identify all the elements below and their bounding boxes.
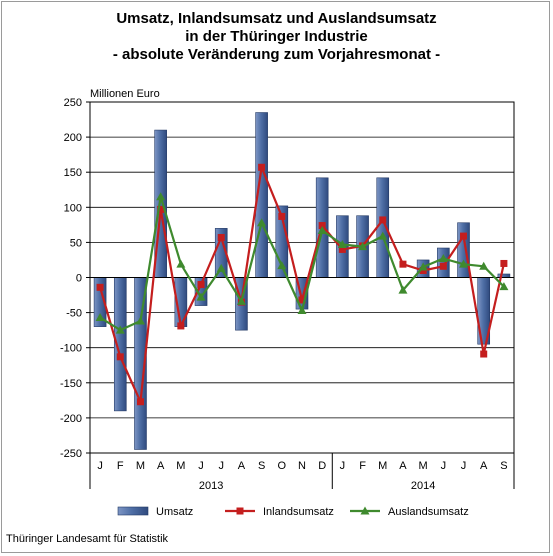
marker-inlandsumsatz — [258, 163, 266, 171]
marker-auslandsumsatz — [317, 225, 327, 234]
legend-marker — [360, 506, 370, 515]
marker-inlandsumsatz — [177, 322, 185, 330]
legend-label: Auslandsumsatz — [388, 506, 469, 518]
marker-auslandsumsatz — [438, 254, 448, 263]
chart-title-line-2: in der Thüringer Industrie — [185, 28, 368, 45]
marker-inlandsumsatz — [399, 260, 407, 268]
y-tick-label: 0 — [76, 273, 82, 285]
marker-inlandsumsatz — [419, 266, 427, 274]
marker-auslandsumsatz — [95, 313, 105, 322]
y-tick-label: 100 — [64, 202, 82, 214]
legend-swatch-umsatz — [117, 506, 149, 516]
marker-inlandsumsatz — [338, 245, 346, 253]
legend-item-auslandsumsatz: Auslandsumsatz — [350, 506, 469, 518]
marker-inlandsumsatz — [298, 296, 306, 304]
x-tick-label: J — [97, 460, 103, 472]
marker-inlandsumsatz — [439, 262, 447, 270]
marker-auslandsumsatz — [418, 262, 428, 271]
source-note: Thüringer Landesamt für Statistik — [6, 533, 169, 545]
marker-auslandsumsatz — [257, 218, 267, 227]
legend-item-inlandsumsatz: Inlandsumsatz — [225, 506, 334, 518]
x-tick-label: J — [340, 460, 346, 472]
x-tick-label: N — [298, 460, 306, 472]
marker-inlandsumsatz — [379, 216, 387, 224]
marker-auslandsumsatz — [135, 316, 145, 325]
y-tick-label: -250 — [60, 448, 82, 460]
x-tick-label: M — [136, 460, 145, 472]
x-tick-label: A — [399, 460, 407, 472]
marker-inlandsumsatz — [217, 233, 225, 241]
x-tick-label: M — [176, 460, 185, 472]
y-axis-unit-label: Millionen Euro — [90, 88, 160, 100]
x-tick-label: J — [198, 460, 204, 472]
y-tick-label: -150 — [60, 378, 82, 390]
marker-auslandsumsatz — [499, 282, 509, 291]
y-tick-label: -100 — [60, 343, 82, 355]
bar-umsatz — [437, 247, 450, 278]
legend-marker — [236, 507, 244, 515]
marker-inlandsumsatz — [460, 232, 468, 240]
bar-umsatz — [497, 273, 511, 278]
legend-item-umsatz: Umsatz — [117, 506, 193, 518]
marker-auslandsumsatz — [378, 231, 388, 240]
marker-inlandsumsatz — [197, 281, 205, 289]
marker-auslandsumsatz — [479, 261, 489, 270]
marker-auslandsumsatz — [176, 259, 186, 268]
legend-label: Umsatz — [156, 506, 193, 518]
y-tick-label: 250 — [64, 97, 82, 109]
marker-inlandsumsatz — [500, 259, 508, 267]
x-tick-label: S — [258, 460, 265, 472]
chart-title-line-3: - absolute Veränderung zum Vorjahresmona… — [112, 46, 441, 63]
x-tick-label: D — [318, 460, 326, 472]
marker-auslandsumsatz — [196, 292, 206, 301]
x-tick-label: M — [419, 460, 428, 472]
marker-auslandsumsatz — [115, 325, 125, 334]
marker-auslandsumsatz — [358, 242, 368, 251]
x-tick-label: O — [278, 460, 287, 472]
x-tick-label: A — [480, 460, 488, 472]
marker-inlandsumsatz — [278, 212, 286, 220]
bar-umsatz — [457, 222, 470, 278]
marker-inlandsumsatz — [318, 222, 326, 230]
marker-inlandsumsatz — [480, 350, 488, 358]
marker-auslandsumsatz — [297, 305, 307, 314]
marker-inlandsumsatz — [96, 283, 104, 291]
marker-auslandsumsatz — [156, 192, 166, 201]
marker-inlandsumsatz — [116, 353, 124, 361]
marker-inlandsumsatz — [136, 398, 144, 406]
x-tick-label: A — [238, 460, 246, 472]
x-tick-label: J — [218, 460, 224, 472]
marker-auslandsumsatz — [337, 240, 347, 249]
y-tick-label: 200 — [64, 132, 82, 144]
marker-inlandsumsatz — [157, 205, 165, 213]
marker-auslandsumsatz — [277, 261, 287, 270]
year-label: 2013 — [199, 480, 223, 492]
y-tick-label: -50 — [66, 308, 82, 320]
x-tick-label: J — [441, 460, 447, 472]
x-tick-label: M — [378, 460, 387, 472]
marker-auslandsumsatz — [236, 296, 246, 305]
x-tick-label: S — [500, 460, 507, 472]
y-tick-label: -200 — [60, 413, 82, 425]
marker-auslandsumsatz — [459, 259, 469, 268]
year-label: 2014 — [411, 480, 435, 492]
x-tick-label: F — [117, 460, 124, 472]
y-tick-label: 150 — [64, 167, 82, 179]
y-tick-label: 50 — [70, 237, 82, 249]
chart-title-line-1: Umsatz, Inlandsumsatz und Auslandsumsatz — [116, 10, 437, 27]
x-tick-label: F — [359, 460, 366, 472]
x-tick-label: A — [157, 460, 165, 472]
legend-label: Inlandsumsatz — [263, 506, 334, 518]
x-tick-label: J — [461, 460, 467, 472]
marker-auslandsumsatz — [216, 263, 226, 272]
marker-auslandsumsatz — [398, 285, 408, 294]
